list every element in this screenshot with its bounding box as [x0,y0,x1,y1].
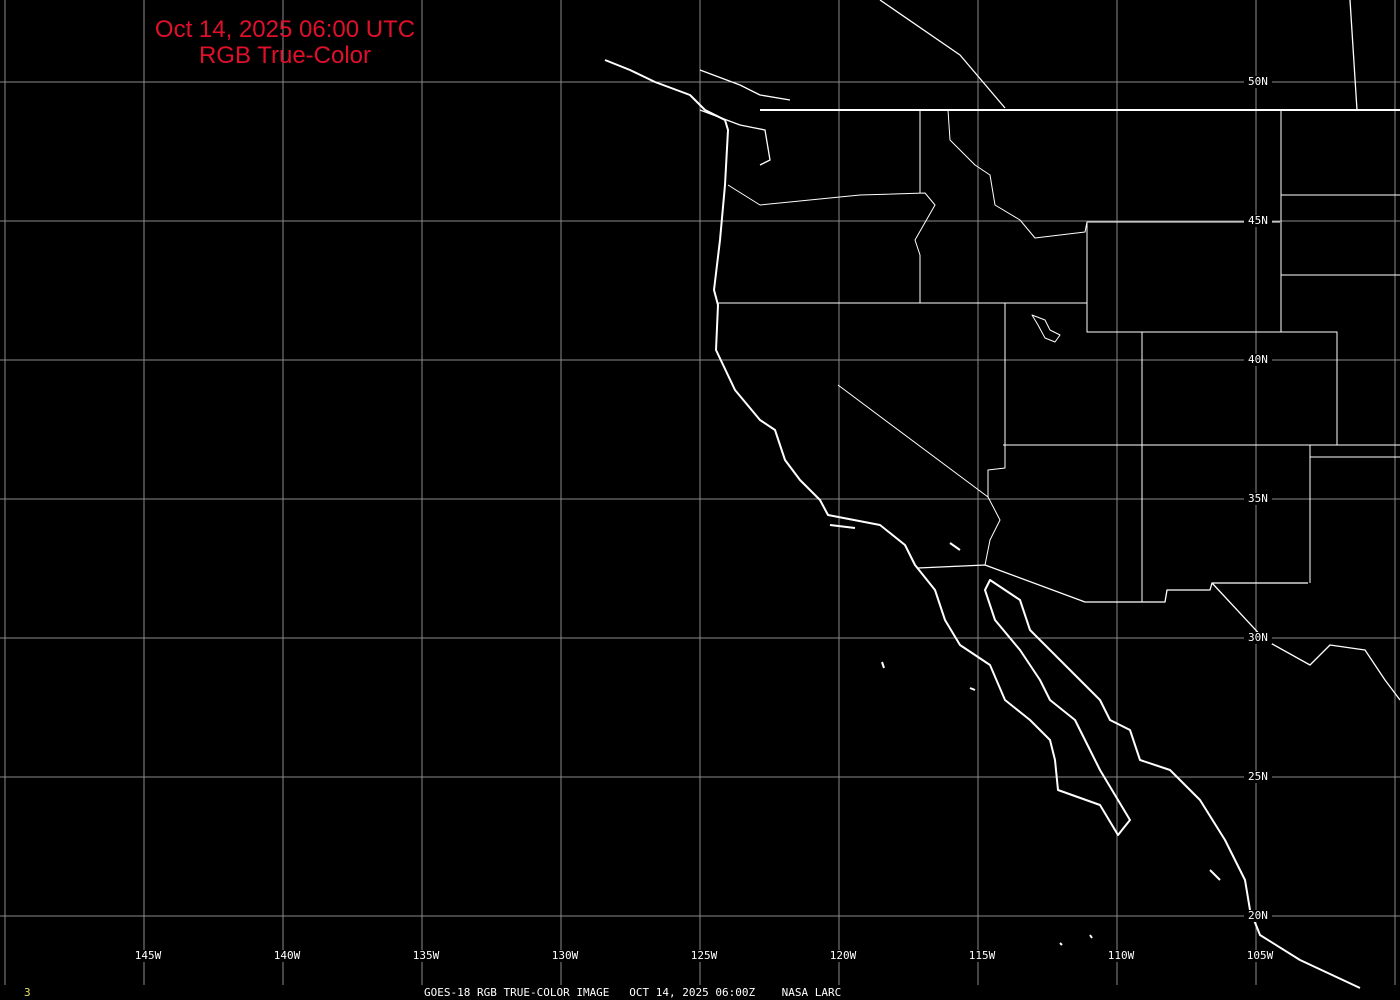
latitude-label: 40N [1244,354,1272,366]
coastlines-and-borders [604,0,1400,989]
map-title: Oct 14, 2025 06:00 UTC [154,16,416,43]
great-salt-lake [1031,314,1061,343]
map-subtitle: RGB True-Color [198,42,372,69]
rio-grande [1211,582,1400,701]
longitude-label: 105W [1246,949,1274,962]
islands [829,524,1221,946]
puget-sound-coast [699,69,791,166]
longitude-label: 125W [690,949,718,962]
west-coastline [604,59,1361,989]
latitude-label: 20N [1244,910,1272,922]
canada-province-borders [879,0,1358,111]
latitude-label: 25N [1244,771,1272,783]
latitude-label: 50N [1244,76,1272,88]
state-borders [718,109,1400,602]
image-caption: GOES-18 RGB TRUE-COLOR IMAGE OCT 14, 202… [424,986,842,999]
longitude-label: 110W [1107,949,1135,962]
frame-number: 3 [24,986,31,999]
longitude-label: 140W [273,949,301,962]
latitude-label: 30N [1244,632,1272,644]
longitude-label: 135W [412,949,440,962]
latitude-label: 35N [1244,493,1272,505]
longitude-label: 120W [829,949,857,962]
longitude-label: 115W [968,949,996,962]
longitude-label: 130W [551,949,579,962]
us-mexico-border [917,564,1308,603]
latitude-label: 45N [1244,215,1272,227]
longitude-label: 145W [134,949,162,962]
